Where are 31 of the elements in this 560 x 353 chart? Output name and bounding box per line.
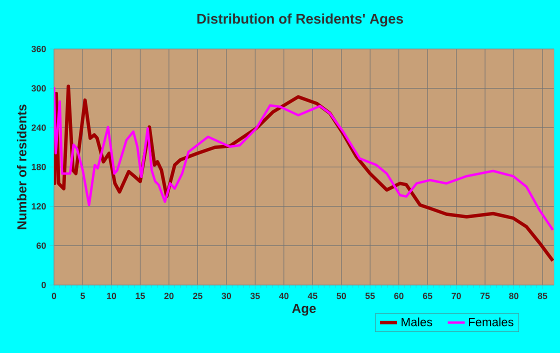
x-tick-label: 75 <box>480 292 490 300</box>
legend-label: Females <box>468 318 514 326</box>
x-tick-label: 30 <box>222 292 232 300</box>
x-tick-label: 70 <box>452 292 461 300</box>
chart-title: Distribution of Residents' Ages <box>197 13 403 27</box>
legend-label: Males <box>402 318 432 326</box>
x-axis-title: Age <box>292 304 316 316</box>
x-tick-label: 5 <box>80 292 85 300</box>
y-tick-label: 180 <box>32 164 46 170</box>
x-tick-label: 20 <box>164 292 174 300</box>
x-tick-label: 0 <box>52 292 56 300</box>
x-tick-label: 65 <box>422 292 432 300</box>
x-tick-label: 55 <box>365 292 375 300</box>
y-tick-label: 300 <box>31 85 46 92</box>
y-tick-label: 120 <box>32 203 46 210</box>
x-tick-label: 85 <box>538 292 548 300</box>
x-tick-label: 40 <box>279 292 289 300</box>
x-tick-label: 15 <box>136 292 145 300</box>
x-tick-label: 50 <box>336 292 346 300</box>
x-tick-label: 10 <box>107 292 116 300</box>
y-tick-label: 240 <box>32 124 46 131</box>
y-tick-label: 60 <box>36 242 46 249</box>
y-tick-label: 360 <box>31 46 46 52</box>
line-series <box>54 86 554 232</box>
x-tick-label: 25 <box>193 292 202 300</box>
x-tick-label: 35 <box>250 292 260 300</box>
x-tick-label: 60 <box>394 292 404 300</box>
y-tick-label: 0 <box>42 282 46 288</box>
x-tick-label: 45 <box>308 292 318 300</box>
y-axis-title: Number of residents <box>16 104 26 230</box>
x-tick-label: 80 <box>509 292 518 300</box>
